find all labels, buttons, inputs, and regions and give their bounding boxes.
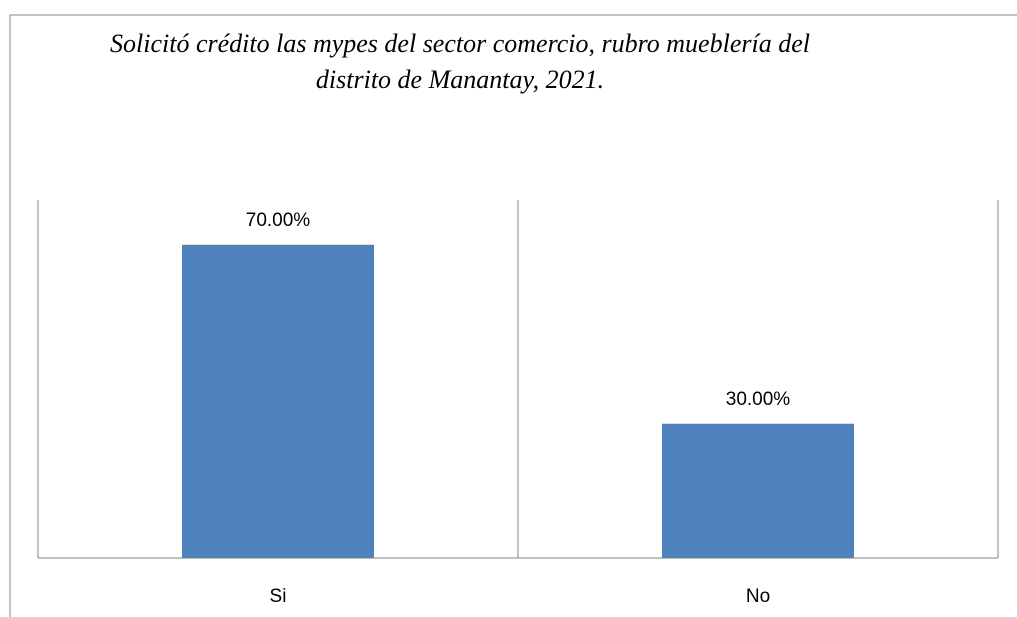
data-label: 70.00% [246, 210, 311, 231]
x-tick-label: No [746, 586, 770, 607]
bar [662, 423, 854, 558]
bar [182, 244, 374, 558]
chart-title: Solicitó crédito las mypes del sector co… [110, 29, 810, 94]
data-label: 30.00% [726, 389, 791, 410]
x-tick-label: Si [270, 586, 287, 607]
